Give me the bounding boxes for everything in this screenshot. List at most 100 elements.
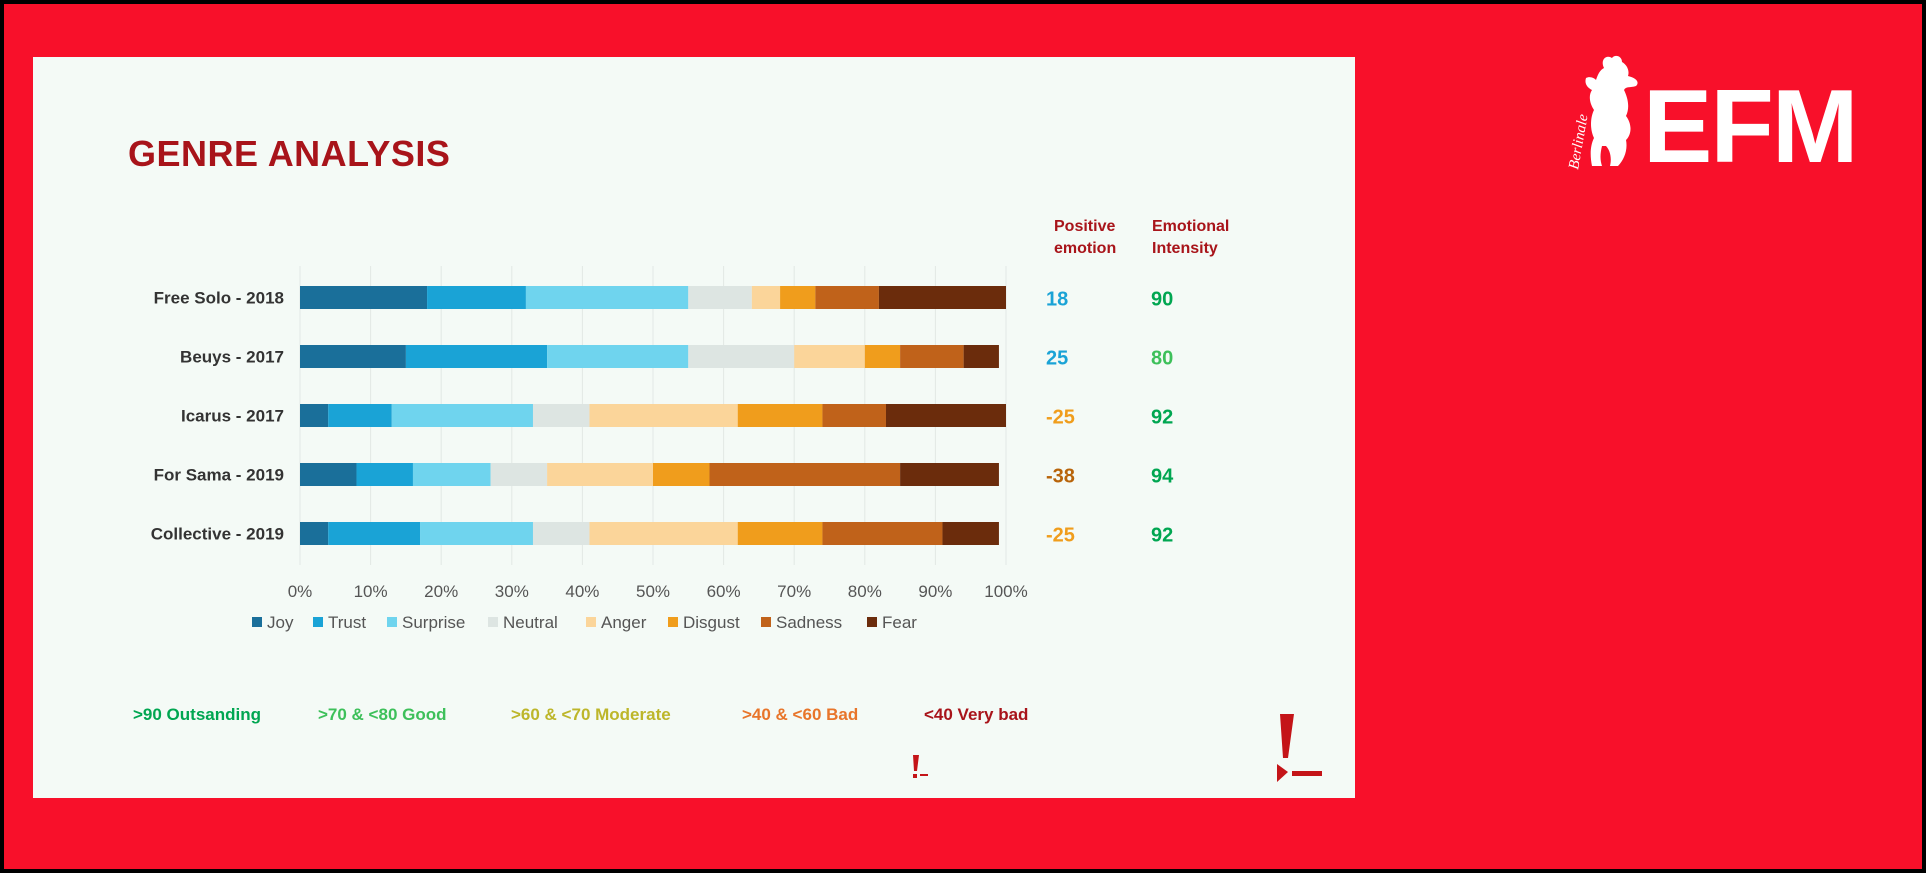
bar-segment-anger <box>751 286 781 309</box>
bar-segment-sadness <box>815 286 879 309</box>
legend-swatch <box>252 617 262 627</box>
bar-segment-trust <box>356 463 413 486</box>
exclamation-logo-icon <box>1277 714 1322 782</box>
x-tick-label: 60% <box>707 582 741 601</box>
bar-segment-surprise <box>412 463 491 486</box>
bar-segment-neutral <box>490 463 548 486</box>
logo-script: Berlinale <box>1566 113 1592 171</box>
bar-segment-surprise <box>391 404 533 427</box>
bar-segment-sadness <box>822 522 943 545</box>
x-tick-label: 90% <box>918 582 952 601</box>
legend-label: Joy <box>267 613 294 632</box>
bar-segment-joy <box>300 463 357 486</box>
column-value: -25 <box>1046 525 1075 547</box>
bar-segment-fear <box>942 522 999 545</box>
scale-label: >90 Outsanding <box>133 705 261 724</box>
category-label: Beuys - 2017 <box>180 348 284 367</box>
bar-segment-anger <box>589 522 738 545</box>
legend-swatch <box>761 617 771 627</box>
bar-segment-sadness <box>709 463 901 486</box>
bar-segment-neutral <box>532 522 590 545</box>
legend-swatch <box>867 617 877 627</box>
x-tick-label: 10% <box>354 582 388 601</box>
bar-segment-joy <box>300 404 329 427</box>
column-value: 92 <box>1151 407 1173 429</box>
bar-segment-disgust <box>737 522 823 545</box>
score-columns: Positive emotion 18 25 -25 -38 -25 Emotional Int… <box>1046 218 1229 547</box>
bar-segment-joy <box>300 345 406 368</box>
category-label: For Sama - 2019 <box>154 466 284 485</box>
column-value: -38 <box>1046 466 1075 488</box>
bar-segment-fear <box>885 404 1006 427</box>
legend-label: Sadness <box>776 613 842 632</box>
bar-segment-fear <box>963 345 999 368</box>
legend-label: Disgust <box>683 613 740 632</box>
column-header: emotion <box>1054 240 1116 257</box>
bar-segment-disgust <box>653 463 710 486</box>
column-value: -25 <box>1046 407 1075 429</box>
bar-segment-disgust <box>737 404 823 427</box>
category-label: Collective - 2019 <box>151 525 284 544</box>
column-value: 25 <box>1046 348 1068 370</box>
column-value: 90 <box>1151 289 1173 311</box>
column-header: Intensity <box>1152 240 1218 257</box>
x-axis-ticks: 0% 10% 20% 30% 40% 50% 60% 70% 80% 90% 100% <box>288 582 1028 601</box>
x-tick-label: 100% <box>984 582 1027 601</box>
scale-label: <40 Very bad <box>924 705 1028 724</box>
bar-segment-anger <box>547 463 653 486</box>
bar-segment-neutral <box>688 345 795 368</box>
column-value: 80 <box>1151 348 1173 370</box>
column-value: 18 <box>1046 289 1068 311</box>
legend-swatch <box>668 617 678 627</box>
bar-segment-trust <box>328 404 392 427</box>
legend-label: Fear <box>882 613 917 632</box>
scale-label: >40 & <60 Bad <box>742 705 858 724</box>
legend-swatch <box>387 617 397 627</box>
bar-segment-trust <box>427 286 526 309</box>
bar-segment-trust <box>328 522 421 545</box>
legend-label: Trust <box>328 613 366 632</box>
bar-segment-surprise <box>525 286 689 309</box>
column-header: Positive <box>1054 218 1115 235</box>
bar-segment-sadness <box>900 345 964 368</box>
bar-segment-fear <box>900 463 999 486</box>
x-tick-label: 80% <box>848 582 882 601</box>
bar-segment-sadness <box>822 404 886 427</box>
scale-label: >70 & <80 Good <box>318 705 447 724</box>
x-tick-label: 40% <box>565 582 599 601</box>
bar-segment-anger <box>794 345 865 368</box>
slide-brand-mark <box>1277 714 1322 782</box>
bar-segment-fear <box>878 286 1006 309</box>
score-scale-legend: >90 Outsanding >70 & <80 Good >60 & <70 Mo… <box>133 705 1028 724</box>
category-label: Icarus - 2017 <box>181 407 284 426</box>
bar-segment-surprise <box>420 522 533 545</box>
x-tick-label: 20% <box>424 582 458 601</box>
legend-swatch <box>313 617 323 627</box>
scale-label: >60 & <70 Moderate <box>511 705 671 724</box>
chart-bars <box>300 286 1006 545</box>
bar-segment-neutral <box>688 286 752 309</box>
column-value: 94 <box>1151 466 1174 488</box>
legend-label: Neutral <box>503 613 558 632</box>
legend-label: Anger <box>601 613 647 632</box>
x-tick-label: 0% <box>288 582 313 601</box>
berlinale-bear-logo: Berlinale <box>1566 55 1638 171</box>
bear-icon <box>1585 55 1638 167</box>
x-tick-label: 50% <box>636 582 670 601</box>
bar-segment-anger <box>589 404 738 427</box>
slide-title: GENRE ANALYSIS <box>128 133 451 174</box>
bar-segment-disgust <box>864 345 901 368</box>
efm-logo-text: EFM <box>1643 69 1859 185</box>
legend-swatch <box>488 617 498 627</box>
slide: GENRE ANALYSIS <box>33 57 1355 798</box>
legend-swatch <box>586 617 596 627</box>
bar-segment-joy <box>300 522 329 545</box>
slide-brand-mark-small <box>913 755 928 778</box>
x-tick-label: 30% <box>495 582 529 601</box>
bar-segment-neutral <box>532 404 590 427</box>
bar-segment-trust <box>405 345 548 368</box>
exclamation-logo-small-icon <box>913 755 928 778</box>
legend-label: Surprise <box>402 613 465 632</box>
bar-segment-joy <box>300 286 428 309</box>
